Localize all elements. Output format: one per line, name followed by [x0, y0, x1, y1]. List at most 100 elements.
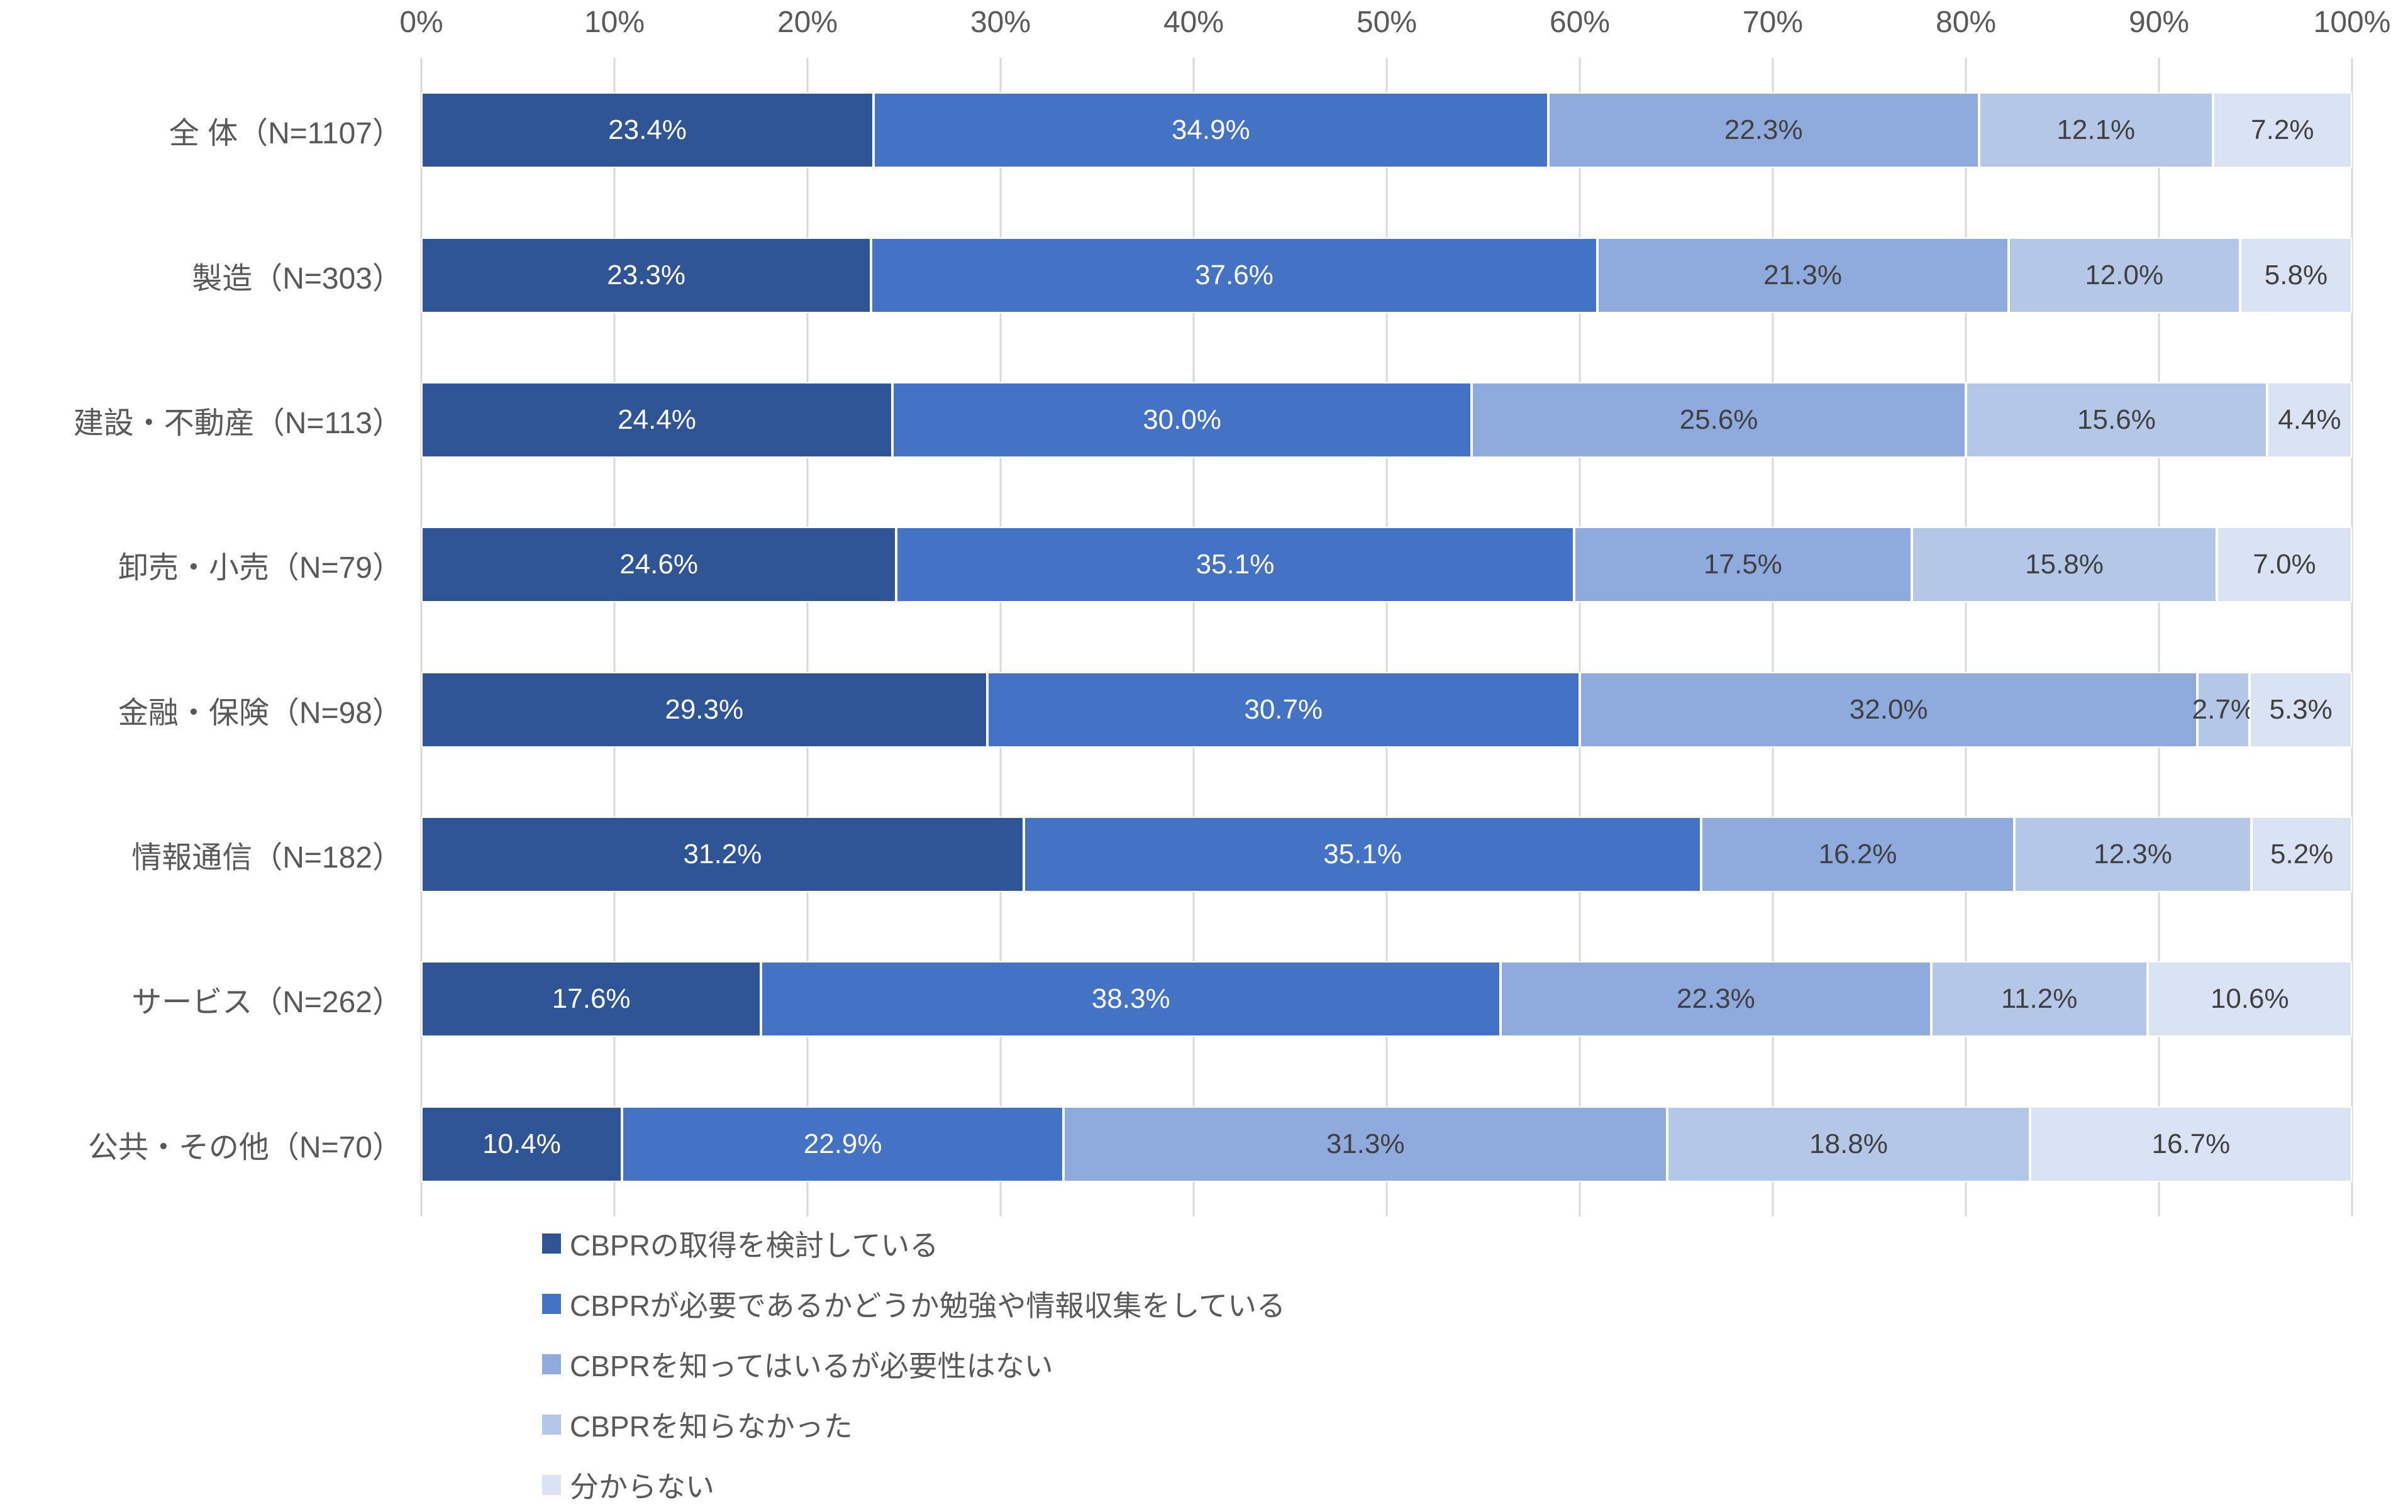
data-label: 23.4%: [608, 114, 687, 146]
x-axis-tick: 80%: [1935, 6, 1997, 39]
gridline: [999, 58, 1002, 1217]
data-label: 15.8%: [2025, 549, 2104, 580]
category-label: 情報通信（N=182）: [131, 841, 402, 875]
bar-row: 金融・保険（N=98） 29.3% 30.7% 32.0% 2.7% 5.3%: [0, 637, 2408, 782]
legend-label: 分からない: [570, 1471, 714, 1503]
data-label: 32.0%: [1849, 693, 1928, 725]
data-label: 7.2%: [2251, 114, 2314, 146]
stacked-bar: 24.4% 30.0% 25.6% 15.6% 4.4%: [421, 382, 2352, 458]
x-axis-tick: 40%: [1163, 6, 1224, 39]
gridline: [1385, 58, 1388, 1217]
data-label: 17.5%: [1704, 549, 1782, 580]
data-label: 31.3%: [1326, 1128, 1405, 1159]
data-label: 38.3%: [1091, 983, 1170, 1015]
bar-segment: 7.0%: [2217, 527, 2352, 603]
category-label: 全 体（N=1107）: [169, 117, 402, 151]
x-axis-tick: 70%: [1742, 6, 1804, 39]
category-label: サービス（N=262）: [131, 986, 402, 1020]
data-label: 12.1%: [2056, 114, 2136, 146]
data-label: 4.4%: [2278, 404, 2341, 435]
legend: CBPRの取得を検討している CBPRが必要であるかどうか勉強や情報収集をしている…: [542, 1227, 1285, 1512]
data-label: 15.6%: [2077, 404, 2156, 435]
data-label: 29.3%: [665, 693, 744, 725]
x-axis-tick: 10%: [584, 6, 645, 39]
bar-segment: 16.2%: [1701, 817, 2014, 893]
bar-segment: 12.0%: [2008, 237, 2240, 313]
bar-segment: 17.6%: [421, 961, 762, 1037]
data-label: 35.1%: [1323, 839, 1402, 870]
gridline: [806, 58, 809, 1217]
data-label: 22.3%: [1677, 983, 1755, 1015]
legend-swatch-icon: [542, 1354, 561, 1374]
legend-label: CBPRが必要であるかどうか勉強や情報収集をしている: [570, 1289, 1285, 1322]
category-label: 公共・その他（N=70）: [87, 1130, 402, 1164]
bar-segment: 38.3%: [761, 961, 1501, 1037]
bar-segment: 15.8%: [1912, 527, 2217, 603]
x-axis-tick: 90%: [2128, 6, 2190, 39]
data-label: 30.0%: [1143, 404, 1221, 435]
bar-segment: 37.6%: [871, 237, 1597, 313]
bar-segment: 23.3%: [421, 237, 872, 313]
legend-swatch-icon: [542, 1233, 561, 1254]
data-label: 24.4%: [618, 404, 696, 435]
legend-item: CBPRを知らなかった: [542, 1408, 1285, 1443]
x-axis-tick: 50%: [1356, 6, 1418, 39]
bar-segment: 30.0%: [892, 382, 1472, 458]
bar-row: 全 体（N=1107） 23.4% 34.9% 22.3% 12.1% 7.2%: [0, 58, 2408, 202]
data-label: 17.6%: [552, 983, 631, 1015]
x-axis-tick: 0%: [399, 6, 443, 39]
gridline: [2351, 58, 2353, 1217]
bar-segment: 23.4%: [421, 92, 874, 168]
data-label: 24.6%: [619, 549, 698, 580]
data-label: 7.0%: [2253, 549, 2316, 580]
data-label: 31.2%: [683, 839, 762, 870]
bar-segment: 2.7%: [2192, 671, 2255, 748]
x-axis-tick: 30%: [970, 6, 1031, 39]
bar-segment: 4.4%: [2267, 382, 2352, 458]
bar-segment: 31.3%: [1063, 1106, 1668, 1182]
data-label: 18.8%: [1809, 1128, 1888, 1159]
bar-segment: 24.4%: [421, 382, 893, 458]
gridline: [1192, 58, 1195, 1217]
bar-row: 公共・その他（N=70） 10.4% 22.9% 31.3% 18.8% 16.7%: [0, 1072, 2408, 1217]
data-label: 16.2%: [1818, 839, 1897, 870]
legend-label: CBPRを知ってはいるが必要性はない: [570, 1350, 1053, 1382]
gridline: [420, 58, 423, 1217]
bar-segment: 16.7%: [2029, 1106, 2352, 1182]
bar-segment: 10.4%: [421, 1106, 622, 1182]
legend-item: 分からない: [542, 1469, 1285, 1503]
gridline: [2158, 58, 2160, 1217]
x-axis-tick: 100%: [2313, 6, 2391, 39]
data-label: 11.2%: [2000, 983, 2078, 1015]
stacked-bar: 24.6% 35.1% 17.5% 15.8% 7.0%: [421, 527, 2352, 603]
legend-swatch-icon: [542, 1415, 561, 1435]
x-axis-tick: 60%: [1549, 6, 1611, 39]
data-label: 10.4%: [482, 1128, 561, 1159]
bar-segment: 32.0%: [1579, 671, 2198, 748]
legend-item: CBPRが必要であるかどうか勉強や情報収集をしている: [542, 1288, 1285, 1322]
data-label: 34.9%: [1171, 114, 1250, 146]
bar-row: 製造（N=303） 23.3% 37.6% 21.3% 12.0% 5.8%: [0, 202, 2408, 347]
gridline: [613, 58, 616, 1217]
category-label: 金融・保険（N=98）: [118, 696, 402, 730]
stacked-bar: 29.3% 30.7% 32.0% 2.7% 5.3%: [421, 671, 2352, 748]
data-label: 21.3%: [1763, 259, 1842, 290]
legend-item: CBPRの取得を検討している: [542, 1227, 1285, 1262]
bar-segment: 35.1%: [1023, 817, 1702, 893]
data-label: 22.9%: [803, 1128, 882, 1159]
data-label: 5.3%: [2269, 693, 2333, 725]
stacked-bar: 23.4% 34.9% 22.3% 12.1% 7.2%: [421, 92, 2352, 168]
data-label: 30.7%: [1244, 693, 1323, 725]
legend-item: CBPRを知ってはいるが必要性はない: [542, 1348, 1285, 1382]
bar-row: 卸売・小売（N=79） 24.6% 35.1% 17.5% 15.8% 7.0%: [0, 492, 2408, 637]
stacked-bar: 10.4% 22.9% 31.3% 18.8% 16.7%: [421, 1106, 2352, 1182]
legend-swatch-icon: [542, 1475, 561, 1495]
bar-row: 情報通信（N=182） 31.2% 35.1% 16.2% 12.3% 5.2%: [0, 782, 2408, 927]
bar-segment: 12.3%: [2014, 817, 2252, 893]
data-label: 5.8%: [2264, 259, 2328, 290]
gridline: [1579, 58, 1581, 1217]
category-label: 建設・不動産（N=113）: [73, 406, 402, 440]
x-axis: 0% 10% 20% 30% 40% 50% 60% 70% 80% 90% 100%: [0, 5, 2408, 49]
bar-row: 建設・不動産（N=113） 24.4% 30.0% 25.6% 15.6% 4.4%: [0, 348, 2408, 492]
